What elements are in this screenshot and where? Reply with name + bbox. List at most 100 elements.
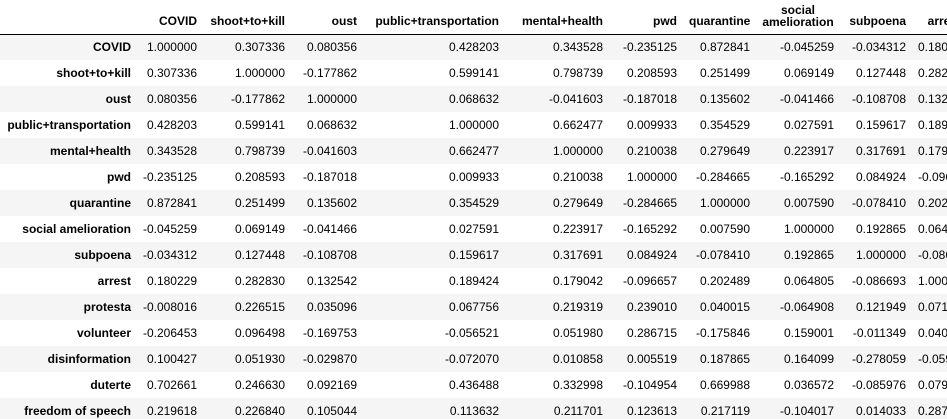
table-cell: 0.287616: [918, 403, 947, 418]
table-cell: 0.223917: [783, 143, 834, 158]
row-index-label: freedom of speech: [24, 403, 131, 418]
column-header: arrest: [912, 0, 947, 35]
table-cell: 0.123613: [626, 403, 677, 418]
table-cell: 0.317691: [552, 247, 603, 262]
row-index-label: protesta: [83, 299, 131, 314]
table-cell: 0.317691: [855, 143, 906, 158]
table-cell: -0.177862: [302, 65, 357, 80]
table-cell: -0.278059: [851, 351, 906, 366]
table-cell: 0.179042: [918, 143, 947, 158]
table-cell: 0.354529: [699, 117, 750, 132]
table-cell: -0.096657: [622, 273, 677, 288]
table-cell: 0.180229: [146, 273, 197, 288]
table-cell: 0.669988: [699, 377, 750, 392]
table-row: social amelioration -0.045259 0.069149 -0.0…: [0, 216, 947, 242]
table-cell: -0.104017: [779, 403, 834, 418]
table-cell: 0.226515: [234, 299, 285, 314]
table-row: pwd -0.235125 0.208593 -0.187018 0.009933 0.2…: [0, 164, 947, 190]
table-row: shoot+to+kill 0.307336 1.000000 -0.177862 0.…: [0, 60, 947, 86]
table-cell: 0.211701: [553, 403, 603, 418]
table-cell: 0.027591: [448, 221, 499, 236]
table-cell: -0.011349: [852, 325, 906, 340]
table-cell: 0.189424: [918, 117, 947, 132]
table-cell: 0.179042: [552, 273, 603, 288]
table-cell: 0.040335: [918, 325, 947, 340]
row-index-label: quarantine: [69, 195, 131, 210]
table-cell: 0.187865: [699, 351, 750, 366]
table-cell: 0.286715: [626, 325, 677, 340]
table-row: subpoena -0.034312 0.127448 -0.108708 0.1596…: [0, 242, 947, 268]
table-cell: -0.169753: [302, 325, 357, 340]
table-cell: 0.343528: [552, 39, 603, 54]
table-cell: 0.132542: [306, 273, 357, 288]
table-cell: -0.235125: [143, 169, 198, 184]
table-cell: 0.662477: [552, 117, 603, 132]
column-header: social amelioration: [756, 0, 840, 35]
table-cell: -0.056521: [444, 325, 499, 340]
table-cell: 0.251499: [234, 195, 285, 210]
table-cell: 0.079681: [918, 377, 947, 392]
table-row: oust 0.080356 -0.177862 1.000000 0.068632 -0.…: [0, 86, 947, 112]
table-cell: 0.428203: [146, 117, 197, 132]
table-cell: 0.084924: [626, 247, 677, 262]
table-cell: 0.105044: [306, 403, 357, 418]
row-index-label: disinformation: [47, 351, 131, 366]
row-index-label: public+transportation: [7, 117, 131, 132]
table-cell: 0.127448: [234, 247, 285, 262]
table-cell: 0.428203: [448, 39, 499, 54]
table-cell: 0.064805: [918, 221, 947, 236]
row-index-label: volunteer: [76, 325, 131, 340]
column-header: COVID: [137, 0, 203, 35]
row-index-label: subpoena: [74, 247, 131, 262]
table-cell: -0.041603: [302, 143, 357, 158]
table-cell: 0.180229: [918, 39, 947, 54]
table-cell: 0.192865: [855, 221, 906, 236]
table-cell: 1.000000: [146, 39, 197, 54]
table-cell: 0.599141: [234, 117, 285, 132]
table-cell: 0.279649: [552, 195, 603, 210]
table-cell: -0.187018: [622, 91, 677, 106]
table-cell: -0.104954: [622, 377, 677, 392]
table-cell: 0.343528: [146, 143, 197, 158]
table-cell: 0.210038: [626, 143, 677, 158]
table-cell: 0.113632: [449, 403, 499, 418]
index-header-cell: [0, 0, 137, 35]
table-cell: 0.872841: [699, 39, 750, 54]
table-cell: 0.164099: [783, 351, 834, 366]
table-cell: 1.000000: [306, 91, 357, 106]
table-cell: 0.189424: [448, 273, 499, 288]
row-index-label: oust: [105, 91, 131, 106]
table-row: protesta -0.008016 0.226515 0.035096 0.06775…: [0, 294, 947, 320]
table-cell: 0.009933: [626, 117, 677, 132]
table-row: quarantine 0.872841 0.251499 0.135602 0.3545…: [0, 190, 947, 216]
row-index-label: shoot+to+kill: [56, 65, 131, 80]
table-cell: -0.034312: [851, 39, 906, 54]
table-cell: 0.202489: [699, 273, 750, 288]
table-cell: 0.223917: [552, 221, 603, 236]
table-cell: -0.029870: [302, 351, 357, 366]
table-cell: -0.034312: [143, 247, 198, 262]
table-cell: 0.210038: [552, 169, 603, 184]
table-cell: 0.135602: [699, 91, 750, 106]
table-cell: 0.007590: [783, 195, 834, 210]
table-cell: -0.165292: [779, 169, 834, 184]
row-index-label: duterte: [90, 377, 131, 392]
table-cell: -0.041603: [548, 91, 603, 106]
table-cell: 0.354529: [448, 195, 499, 210]
column-header: mental+health: [505, 0, 609, 35]
table-cell: 0.127448: [855, 65, 906, 80]
table-cell: 0.217119: [700, 403, 750, 418]
table-cell: 1.000000: [626, 169, 677, 184]
table-cell: -0.206453: [143, 325, 198, 340]
table-cell: 0.436488: [448, 377, 499, 392]
table-cell: -0.086693: [918, 247, 947, 262]
table-cell: 0.080356: [146, 91, 197, 106]
column-header: shoot+to+kill: [203, 0, 291, 35]
table-cell: 0.208593: [626, 65, 677, 80]
row-index-label: pwd: [107, 169, 131, 184]
table-row: volunteer -0.206453 0.096498 -0.169753 -0.05…: [0, 320, 947, 346]
table-cell: 0.282830: [234, 273, 285, 288]
table-cell: 0.040015: [699, 299, 750, 314]
table-cell: 1.000000: [699, 195, 750, 210]
